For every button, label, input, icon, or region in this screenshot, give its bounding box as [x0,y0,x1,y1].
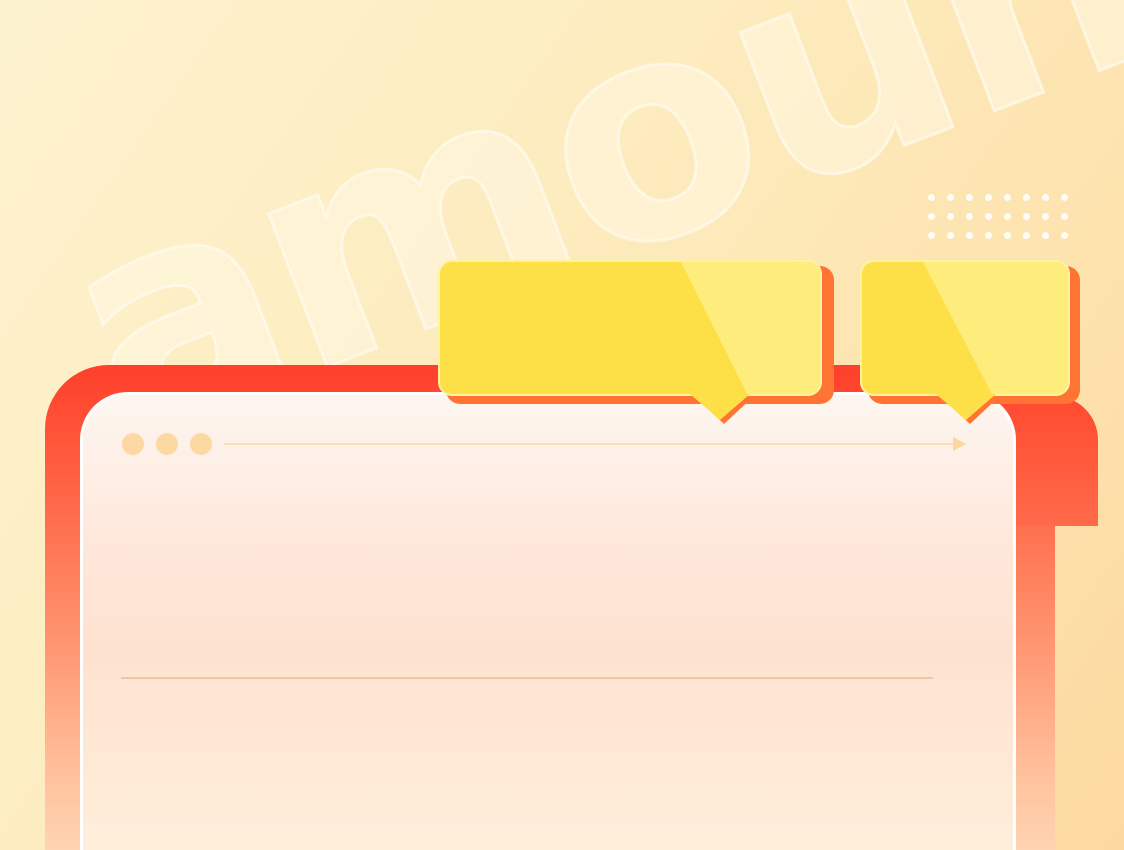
dot-grid-decoration [928,194,1078,274]
window-dot-icon [122,433,144,455]
window-dot-icon [190,433,212,455]
window-dot-icon [156,433,178,455]
arrow-right-icon [953,437,966,451]
large-speech-bubble [438,260,838,430]
header-line [224,443,958,445]
side-tab [1010,396,1098,526]
content-divider [121,677,933,679]
small-speech-bubble [860,260,1082,430]
content-panel [80,392,1016,850]
